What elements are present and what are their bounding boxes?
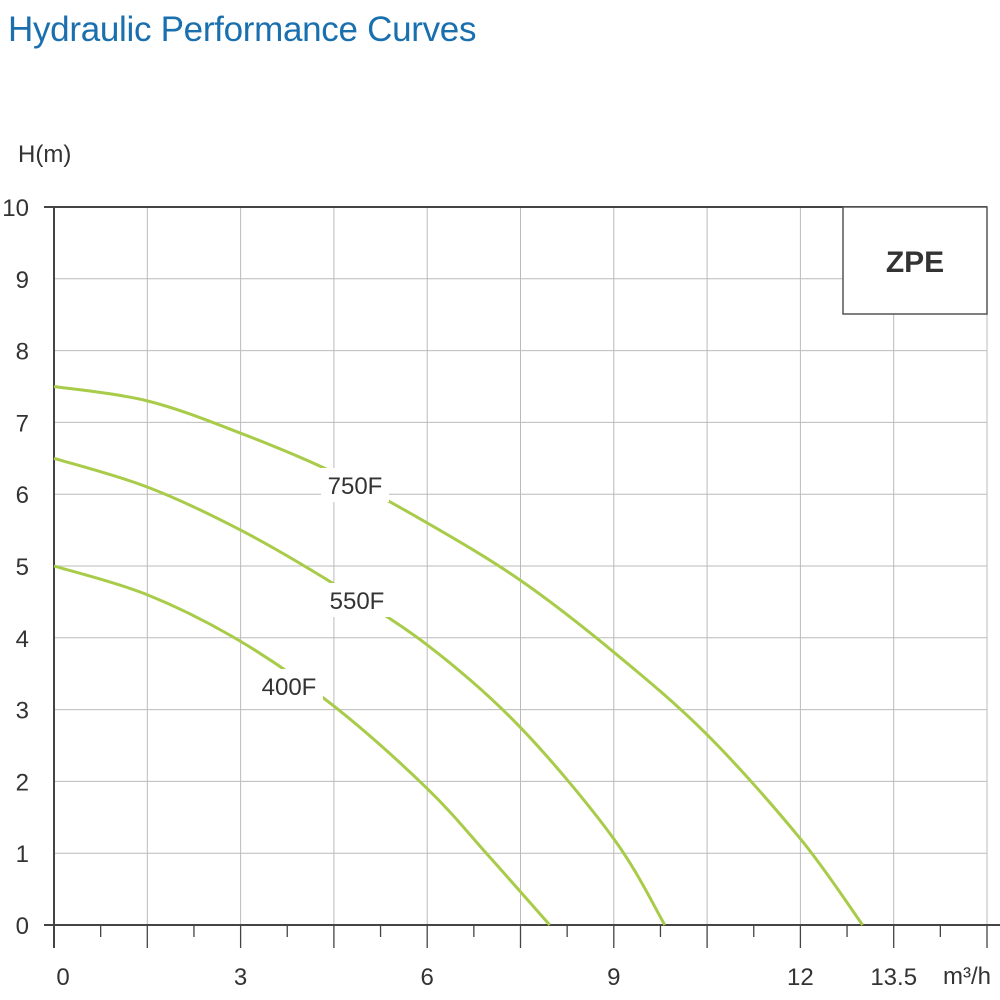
labels: 750F 550F 400F (255, 468, 391, 703)
y-tick-label: 2 (16, 769, 29, 796)
chart-title: Hydraulic Performance Curves (8, 10, 477, 49)
curve-label-550F: 550F (330, 588, 385, 615)
x-tick-label: 6 (421, 964, 434, 991)
y-axis-label: H(m) (18, 141, 71, 168)
x-tick-label: 0 (56, 964, 69, 991)
y-tick-label: 1 (16, 841, 29, 868)
y-tick-label: 8 (16, 339, 29, 366)
y-tick-label: 4 (16, 626, 29, 653)
model-badge-box (842, 206, 988, 315)
x-axis-label: m³/h (943, 963, 991, 990)
y-tick-label: 3 (16, 698, 29, 725)
y-tick-label: 9 (16, 267, 29, 294)
y-tick-label: 0 (16, 913, 29, 940)
curves (53, 385, 864, 926)
curve-550F (53, 456, 667, 926)
curve-label-750F: 750F (328, 473, 383, 500)
curve-750F (53, 385, 864, 926)
model-badge: ZPE (886, 246, 944, 279)
curve-label-bg (321, 468, 389, 502)
x-tick-label: 13.5 (870, 964, 917, 991)
y-tick-label: 10 (2, 195, 29, 222)
x-tick-label: 12 (787, 964, 814, 991)
y-tick-label: 7 (16, 410, 29, 437)
curve-label-400F: 400F (262, 674, 317, 701)
curve-400F (53, 564, 551, 926)
x-tick-label: 3 (234, 964, 247, 991)
curve-label-bg (323, 583, 391, 617)
grid (54, 207, 988, 925)
curve-label-bg (255, 669, 323, 703)
y-tick-label: 6 (16, 482, 29, 509)
x-tick-label: 9 (607, 964, 620, 991)
y-tick-label: 5 (16, 554, 29, 581)
